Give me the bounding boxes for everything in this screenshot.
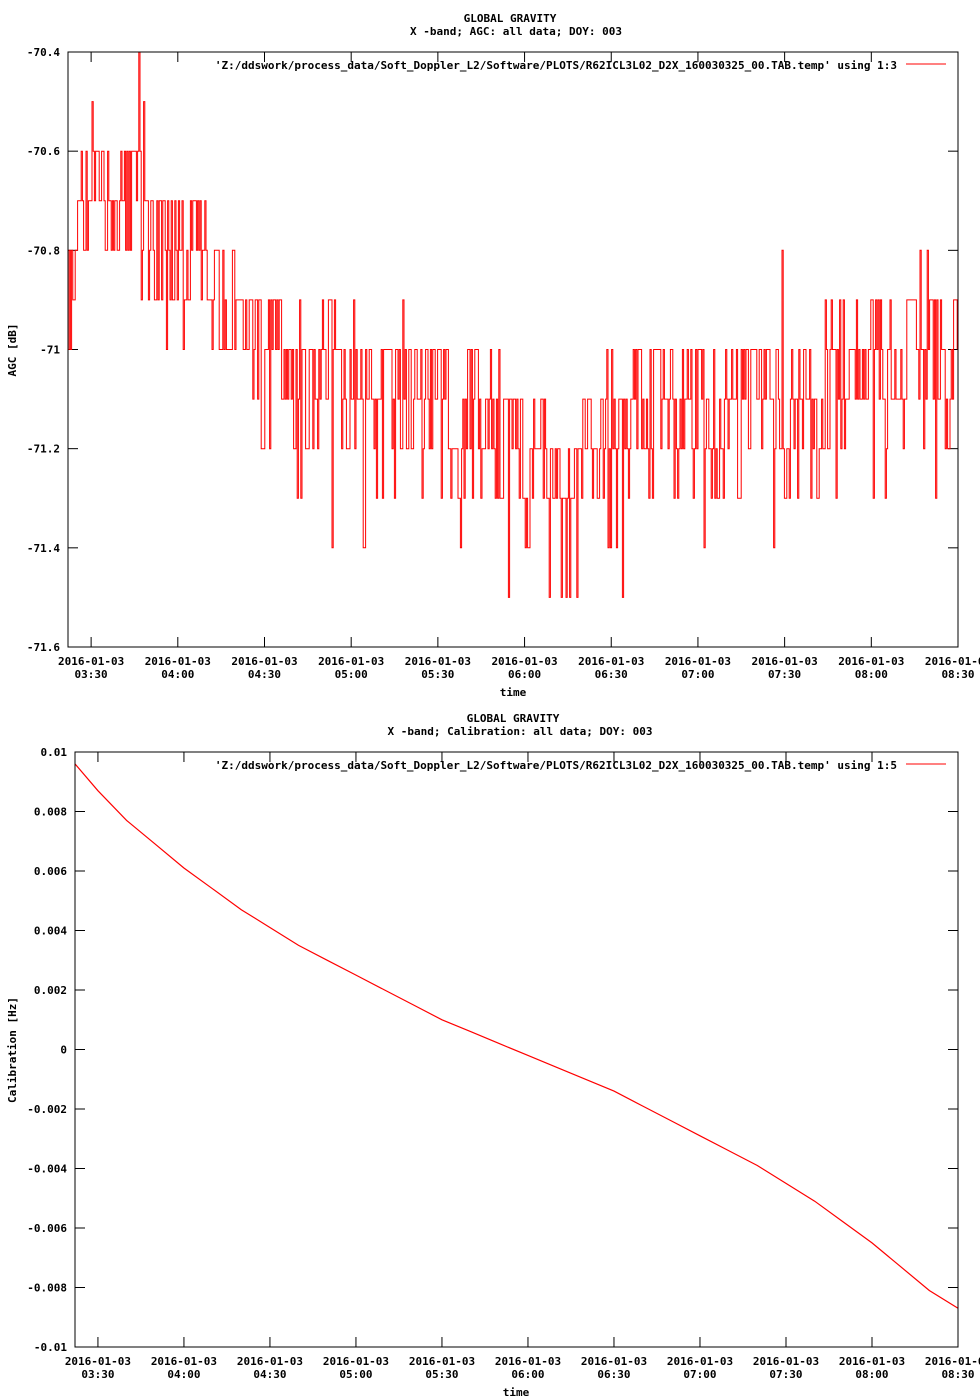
- y-tick-label: -70.4: [27, 46, 60, 59]
- x-tick-date: 2016-01-03: [405, 655, 471, 668]
- x-tick-date: 2016-01-03: [65, 1355, 131, 1368]
- x-tick-date: 2016-01-03: [839, 1355, 905, 1368]
- y-tick-label: -70.8: [27, 244, 60, 257]
- chart-subtitle: X -band; Calibration: all data; DOY: 003: [388, 725, 653, 738]
- y-tick-label: -70.6: [27, 145, 60, 158]
- x-tick-date: 2016-01-03: [237, 1355, 303, 1368]
- y-tick-label: -0.006: [27, 1222, 67, 1235]
- y-tick-label: 0.01: [41, 746, 68, 759]
- x-tick-time: 04:00: [167, 1368, 200, 1381]
- x-tick-time: 05:30: [421, 668, 454, 681]
- y-axis-label: Calibration [Hz]: [6, 997, 19, 1103]
- y-tick-label: 0.006: [34, 865, 67, 878]
- x-tick-date: 2016-01-03: [838, 655, 904, 668]
- y-tick-label: 0.004: [34, 925, 67, 938]
- x-tick-date: 2016-01-03: [665, 655, 731, 668]
- y-tick-label: -0.002: [27, 1103, 67, 1116]
- x-tick-time: 04:30: [248, 668, 281, 681]
- plot-frame: [74, 751, 959, 1348]
- chart-title: GLOBAL GRAVITY: [467, 712, 560, 725]
- x-tick-time: 08:00: [855, 668, 888, 681]
- x-tick-time: 06:30: [595, 668, 628, 681]
- x-tick-date: 2016-01-03: [752, 655, 818, 668]
- y-tick-label: -0.004: [27, 1163, 67, 1176]
- y-tick-label: -0.01: [34, 1341, 67, 1354]
- x-tick-time: 07:30: [768, 668, 801, 681]
- x-tick-time: 04:30: [253, 1368, 286, 1381]
- plot-frame: [67, 51, 959, 648]
- series-layer: [67, 51, 958, 598]
- x-tick-date: 2016-01-03: [925, 655, 980, 668]
- x-tick-time: 05:30: [425, 1368, 458, 1381]
- y-tick-label: 0.002: [34, 984, 67, 997]
- x-tick-time: 07:00: [681, 668, 714, 681]
- x-tick-time: 08:00: [855, 1368, 888, 1381]
- tick-layer: -70.4-70.6-70.8-71-71.2-71.4-71.62016-01…: [27, 46, 980, 681]
- y-tick-label: -0.008: [27, 1282, 67, 1295]
- x-tick-date: 2016-01-03: [495, 1355, 561, 1368]
- y-axis-label: AGC [dB]: [6, 324, 19, 377]
- x-tick-time: 07:30: [769, 1368, 802, 1381]
- legend-label: 'Z:/ddswork/process_data/Soft_Doppler_L2…: [215, 59, 897, 72]
- y-tick-label: 0.008: [34, 806, 67, 819]
- legend-label: 'Z:/ddswork/process_data/Soft_Doppler_L2…: [215, 759, 897, 772]
- x-tick-date: 2016-01-03: [925, 1355, 980, 1368]
- y-tick-label: -71.2: [27, 443, 60, 456]
- x-tick-time: 05:00: [339, 1368, 372, 1381]
- x-tick-date: 2016-01-03: [151, 1355, 217, 1368]
- x-tick-date: 2016-01-03: [145, 655, 211, 668]
- series-layer: [74, 763, 959, 1309]
- calibration-chart: GLOBAL GRAVITY X -band; Calibration: all…: [6, 712, 980, 1399]
- x-tick-time: 07:00: [683, 1368, 716, 1381]
- x-tick-date: 2016-01-03: [318, 655, 384, 668]
- x-tick-time: 03:30: [75, 668, 108, 681]
- series-line-agc: [67, 51, 958, 598]
- tick-layer: 0.01 0.008 0.006 0.004 0.002 0 -0.002 -0.004 -0.…: [27, 746, 980, 1381]
- x-tick-time: 05:00: [335, 668, 368, 681]
- x-tick-time: 03:30: [81, 1368, 114, 1381]
- x-tick-date: 2016-01-03: [667, 1355, 733, 1368]
- x-tick-time: 06:00: [508, 668, 541, 681]
- y-tick-label: -71: [40, 344, 60, 357]
- x-tick-date: 2016-01-03: [581, 1355, 647, 1368]
- x-tick-date: 2016-01-03: [323, 1355, 389, 1368]
- chart-title: GLOBAL GRAVITY: [464, 12, 557, 25]
- x-tick-time: 06:00: [511, 1368, 544, 1381]
- series-line-calibration: [74, 763, 959, 1309]
- x-tick-date: 2016-01-03: [578, 655, 644, 668]
- x-tick-date: 2016-01-03: [491, 655, 557, 668]
- x-axis-label: time: [500, 686, 527, 699]
- agc-chart: GLOBAL GRAVITY X -band; AGC: all data; D…: [6, 12, 980, 699]
- x-tick-time: 08:30: [941, 668, 974, 681]
- x-tick-date: 2016-01-03: [231, 655, 297, 668]
- x-tick-date: 2016-01-03: [409, 1355, 475, 1368]
- x-tick-time: 06:30: [597, 1368, 630, 1381]
- x-axis-label: time: [503, 1386, 530, 1399]
- x-tick-date: 2016-01-03: [58, 655, 124, 668]
- chart-subtitle: X -band; AGC: all data; DOY: 003: [410, 25, 622, 38]
- x-tick-date: 2016-01-03: [753, 1355, 819, 1368]
- x-tick-time: 04:00: [161, 668, 194, 681]
- x-tick-time: 08:30: [941, 1368, 974, 1381]
- y-tick-label: -71.4: [27, 542, 60, 555]
- y-tick-label: 0: [60, 1044, 67, 1057]
- y-tick-label: -71.6: [27, 641, 60, 654]
